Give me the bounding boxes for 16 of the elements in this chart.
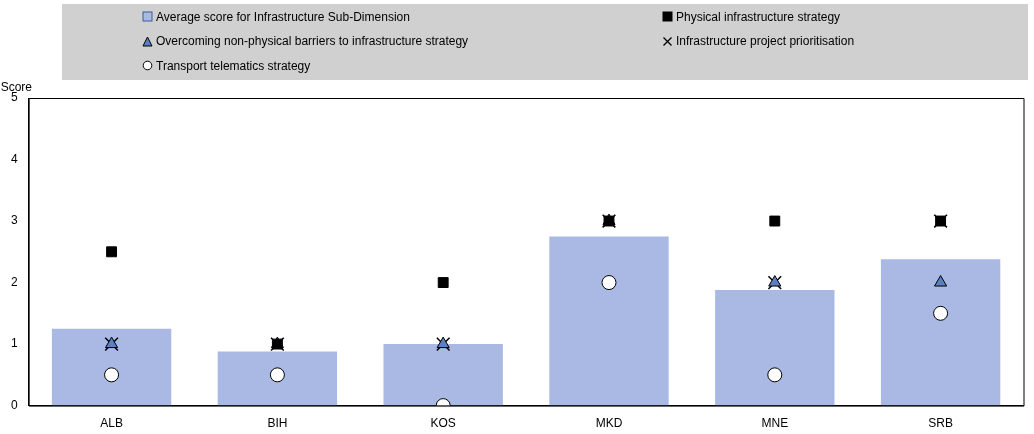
legend-label: Infrastructure project prioritisation	[676, 34, 855, 49]
x-tick-label: SRB	[928, 416, 953, 431]
x-tick-label: BIH	[267, 416, 288, 431]
y-tick-label: 3	[10, 213, 18, 228]
y-tick-label: 2	[10, 274, 18, 289]
y-tick-label: 0	[10, 397, 18, 412]
x-tick-label: ALB	[100, 416, 123, 431]
x-tick-label: KOS	[430, 416, 456, 431]
y-tick-label: 1	[10, 336, 18, 351]
legend-label: Physical infrastructure strategy	[676, 9, 841, 24]
x-tick-label: MKD	[595, 416, 623, 431]
legend-label: Average score for Infrastructure Sub-Dimension	[156, 9, 410, 24]
x-tick-label: MNE	[761, 416, 789, 431]
legend-label: Overcoming non-physical barriers to infrastructure strategy	[156, 34, 469, 49]
y-tick-label: 4	[10, 151, 18, 166]
legend-label: Transport telematics strategy	[156, 58, 311, 73]
